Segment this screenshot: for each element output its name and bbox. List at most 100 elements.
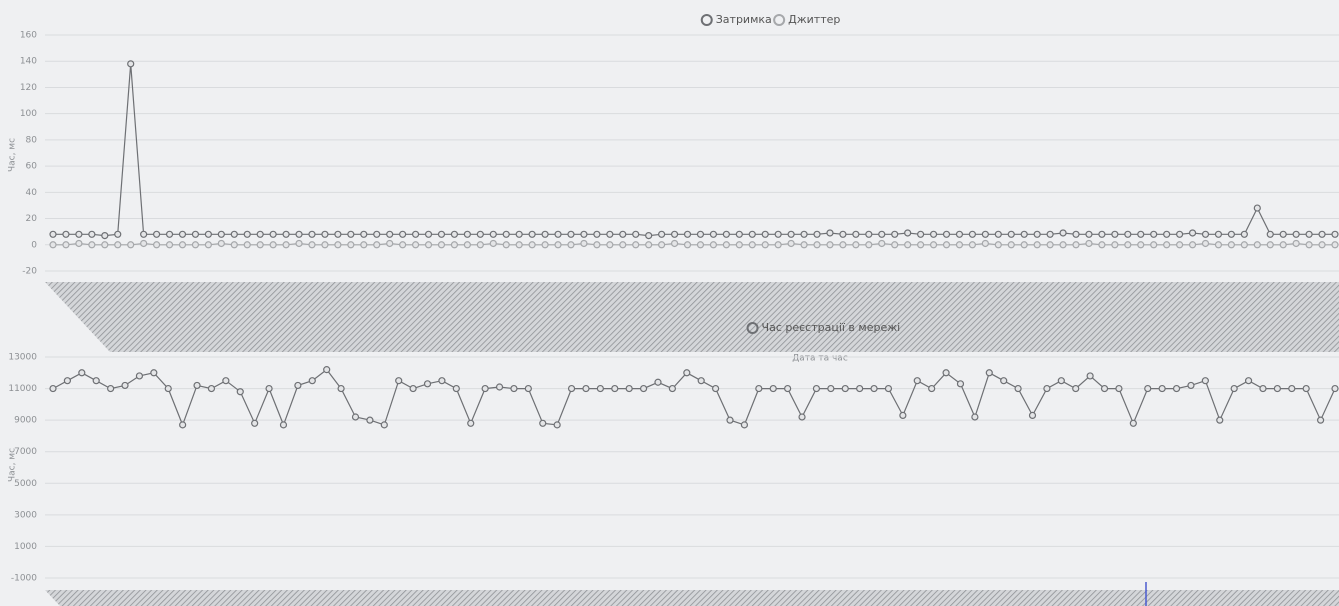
data-point — [230, 230, 238, 238]
data-point — [321, 230, 329, 238]
data-point — [1305, 241, 1313, 249]
data-point — [761, 241, 769, 249]
data-point — [619, 230, 627, 238]
data-point — [150, 369, 158, 377]
data-point — [1318, 241, 1326, 249]
data-point — [865, 230, 873, 238]
data-point — [230, 241, 238, 249]
data-point — [179, 421, 187, 429]
data-point — [502, 241, 510, 249]
data-point — [645, 232, 653, 240]
data-point — [748, 230, 756, 238]
data-point — [539, 419, 547, 427]
y-tick-label: 3000 — [14, 510, 37, 520]
data-point — [256, 241, 264, 249]
data-point — [1100, 384, 1109, 393]
data-point — [1163, 241, 1171, 249]
data-point — [424, 230, 433, 238]
data-point — [424, 241, 433, 249]
data-point — [178, 230, 187, 238]
data-point — [463, 230, 471, 238]
data-point — [1129, 419, 1137, 427]
data-point — [658, 241, 666, 249]
data-point — [994, 230, 1002, 238]
data-point — [399, 230, 407, 238]
data-point — [49, 241, 57, 249]
y-tick-label: 11000 — [8, 384, 37, 394]
data-point — [1086, 372, 1094, 380]
data-point — [62, 230, 70, 238]
data-point — [787, 230, 795, 238]
data-point — [1187, 381, 1195, 390]
data-point — [625, 384, 633, 393]
data-point — [826, 241, 834, 249]
data-point — [528, 241, 536, 249]
data-point — [308, 241, 316, 249]
series-line — [53, 242, 1335, 246]
data-point — [1201, 239, 1210, 248]
legend-text: Джиттер — [788, 13, 840, 26]
data-point — [204, 241, 212, 249]
data-point — [165, 230, 174, 238]
data-point — [204, 230, 212, 238]
data-point — [279, 421, 288, 429]
data-point — [165, 241, 174, 249]
data-point — [1266, 230, 1274, 238]
data-point — [510, 384, 518, 393]
data-point — [1007, 241, 1015, 249]
data-point — [826, 229, 834, 237]
data-point — [347, 230, 355, 238]
series-line — [53, 63, 1335, 237]
data-point — [1227, 230, 1236, 238]
data-point — [800, 230, 808, 238]
x-axis-label: Дата та час — [792, 354, 848, 364]
data-point — [1059, 241, 1067, 249]
data-point — [1111, 241, 1119, 249]
data-point — [722, 230, 730, 238]
data-point — [1172, 384, 1181, 393]
data-point — [295, 230, 303, 238]
legend-text: Час реєстрації в мережі — [762, 321, 901, 334]
data-point — [75, 239, 83, 248]
data-point — [735, 241, 743, 249]
data-point — [217, 230, 225, 238]
data-point — [1085, 239, 1093, 248]
data-point — [942, 369, 950, 377]
data-point — [1279, 230, 1287, 238]
data-point — [839, 241, 847, 249]
data-point — [606, 230, 614, 238]
data-point — [1020, 241, 1028, 249]
data-point — [380, 421, 388, 429]
data-point — [658, 230, 666, 238]
y-tick-label: 0 — [31, 240, 37, 250]
y-tick-label: 160 — [20, 31, 37, 41]
x-labels-area — [45, 590, 1339, 606]
data-point — [985, 369, 993, 377]
data-point — [269, 230, 277, 238]
data-point — [755, 384, 763, 393]
data-point — [1201, 377, 1209, 385]
data-point — [1014, 384, 1022, 393]
data-point — [438, 377, 446, 385]
data-point — [463, 241, 471, 249]
data-point — [1150, 241, 1158, 249]
data-point — [654, 378, 662, 386]
data-point — [1124, 241, 1132, 249]
data-point — [798, 413, 806, 421]
data-point — [899, 411, 907, 420]
data-point — [1176, 230, 1184, 238]
data-point — [528, 230, 536, 238]
data-point — [1266, 241, 1274, 249]
data-point — [740, 421, 749, 429]
data-point — [481, 384, 489, 393]
data-point — [942, 241, 951, 249]
y-tick-label: 80 — [26, 135, 38, 145]
data-point — [812, 384, 821, 393]
data-point — [956, 380, 965, 388]
y-axis-label: Час, мс — [8, 448, 18, 482]
data-point — [1240, 241, 1248, 249]
data-point — [917, 241, 925, 249]
data-point — [321, 241, 329, 249]
data-point — [541, 230, 549, 238]
